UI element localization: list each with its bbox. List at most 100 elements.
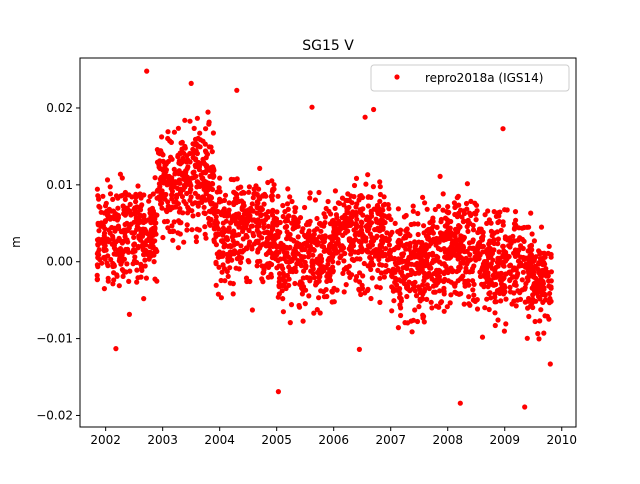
data-point bbox=[287, 268, 293, 274]
data-point bbox=[374, 284, 380, 290]
data-point bbox=[487, 245, 493, 252]
data-point bbox=[411, 221, 417, 227]
data-point bbox=[389, 308, 395, 314]
data-point bbox=[441, 308, 447, 314]
data-point bbox=[275, 193, 281, 199]
data-point bbox=[419, 244, 425, 250]
data-point bbox=[156, 164, 162, 170]
data-point bbox=[220, 239, 226, 245]
data-point bbox=[494, 288, 501, 294]
data-point bbox=[490, 257, 496, 263]
data-point bbox=[221, 228, 228, 234]
x-tick-label: 2008 bbox=[432, 433, 463, 447]
data-point bbox=[94, 186, 100, 192]
data-point bbox=[456, 202, 462, 208]
data-point bbox=[334, 287, 340, 293]
data-point bbox=[459, 214, 465, 220]
data-point bbox=[516, 225, 522, 231]
data-point bbox=[435, 254, 441, 260]
data-point bbox=[344, 217, 351, 223]
data-point bbox=[309, 259, 315, 265]
data-point bbox=[307, 218, 313, 224]
data-point bbox=[165, 225, 171, 231]
data-point bbox=[414, 318, 421, 325]
y-tick-label: 0.00 bbox=[46, 255, 73, 269]
data-point bbox=[202, 210, 208, 217]
data-point bbox=[482, 305, 488, 311]
data-point bbox=[194, 115, 200, 121]
data-point bbox=[333, 247, 339, 254]
data-point bbox=[355, 249, 361, 256]
data-point bbox=[203, 187, 209, 193]
data-point bbox=[303, 265, 309, 271]
data-point bbox=[496, 249, 502, 255]
data-point bbox=[352, 221, 358, 227]
data-point bbox=[176, 180, 182, 186]
data-point bbox=[544, 313, 551, 319]
data-point bbox=[120, 268, 126, 274]
data-point bbox=[222, 192, 229, 198]
data-point bbox=[451, 200, 457, 206]
data-point bbox=[438, 219, 444, 225]
data-point bbox=[255, 259, 261, 265]
data-point bbox=[207, 167, 213, 173]
data-point bbox=[309, 104, 315, 110]
data-point bbox=[152, 175, 158, 181]
data-point bbox=[448, 218, 454, 225]
data-point bbox=[353, 210, 359, 216]
data-point bbox=[274, 209, 280, 215]
data-point bbox=[312, 275, 318, 281]
data-point bbox=[310, 252, 316, 258]
data-point bbox=[200, 159, 207, 165]
data-point bbox=[470, 237, 476, 243]
data-point bbox=[351, 257, 357, 263]
data-point bbox=[101, 230, 108, 236]
data-point bbox=[436, 304, 442, 310]
data-point bbox=[321, 267, 327, 274]
data-point bbox=[332, 219, 338, 226]
data-point bbox=[249, 201, 255, 207]
data-point bbox=[302, 259, 308, 265]
data-point bbox=[178, 186, 184, 192]
data-point bbox=[504, 256, 510, 262]
data-point bbox=[454, 244, 460, 250]
data-point bbox=[188, 194, 194, 200]
data-point bbox=[258, 212, 265, 218]
data-point bbox=[177, 161, 183, 167]
data-point bbox=[185, 210, 191, 216]
data-point bbox=[528, 243, 535, 249]
data-point bbox=[495, 236, 501, 242]
data-point bbox=[501, 291, 507, 297]
data-point bbox=[422, 200, 428, 206]
data-point bbox=[463, 269, 469, 275]
data-point bbox=[292, 280, 298, 287]
data-point bbox=[268, 194, 274, 200]
y-axis: −0.02 −0.01 0.00 0.01 0.02 bbox=[36, 101, 80, 422]
data-point bbox=[171, 166, 177, 172]
data-point bbox=[351, 194, 357, 200]
data-point bbox=[358, 219, 364, 225]
data-point bbox=[415, 265, 421, 271]
data-point bbox=[152, 226, 158, 232]
data-point bbox=[507, 263, 513, 269]
data-point bbox=[239, 249, 245, 255]
data-point bbox=[96, 240, 102, 246]
data-point bbox=[429, 305, 435, 311]
data-point bbox=[458, 291, 464, 297]
data-point bbox=[436, 203, 442, 209]
data-point bbox=[120, 273, 126, 279]
data-point bbox=[548, 278, 554, 284]
data-point bbox=[438, 299, 445, 305]
data-point bbox=[134, 279, 140, 285]
data-point bbox=[111, 245, 117, 251]
data-point bbox=[158, 150, 164, 156]
data-point bbox=[287, 320, 293, 326]
data-point bbox=[195, 211, 201, 218]
data-point bbox=[317, 310, 323, 316]
data-point bbox=[454, 268, 460, 275]
data-point bbox=[381, 194, 387, 200]
data-point bbox=[152, 247, 158, 253]
data-point bbox=[251, 191, 257, 197]
data-point bbox=[521, 238, 527, 244]
data-point bbox=[415, 221, 421, 227]
